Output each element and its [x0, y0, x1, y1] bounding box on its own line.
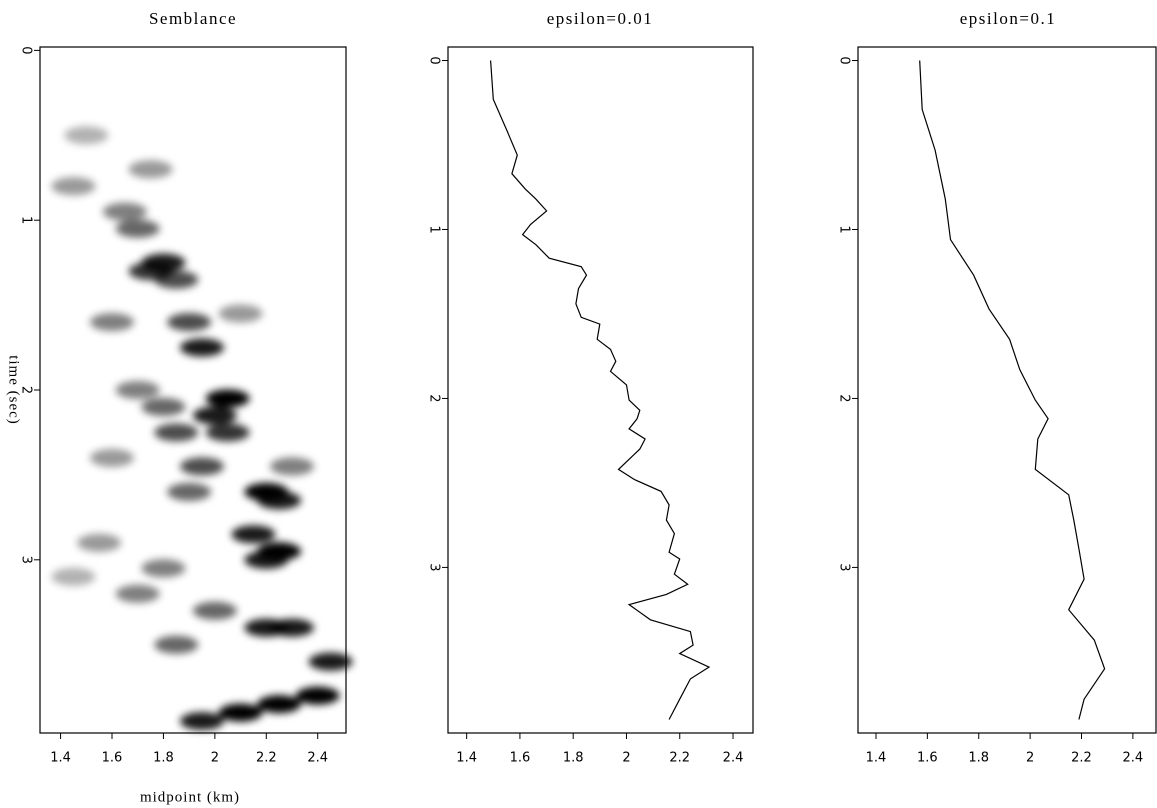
semblance-cell: [90, 448, 134, 467]
semblance-cell: [218, 304, 263, 323]
x-axis-label: midpoint (km): [140, 789, 240, 805]
panel: epsilon=0.01 1.4 1.6 1.8 2 2.2 2.4 0 1 2 3: [427, 9, 754, 766]
x-tick-label: 2: [1026, 751, 1034, 766]
x-tick-label: 2: [211, 751, 219, 766]
semblance-cell: [51, 177, 96, 196]
semblance-cell: [295, 686, 340, 705]
semblance-cell: [244, 550, 289, 569]
x-tick-label: 2.2: [669, 751, 690, 766]
panel: Semblance 1.4 1.6 1.8 2 2.2 2.4 0 1 2 3 midpoint (k…: [6, 9, 353, 805]
y-tick-label: 0: [837, 56, 852, 64]
x-tick-label: 1.6: [917, 751, 938, 766]
semblance-cell: [64, 126, 109, 145]
x-tick-label: 1.4: [866, 751, 887, 766]
y-tick-label: 3: [427, 563, 442, 571]
y-tick-label: 0: [19, 46, 34, 54]
x-tick-label: 1.8: [563, 751, 584, 766]
semblance-cell: [77, 533, 122, 552]
x-tick-label: 2.2: [256, 751, 277, 766]
velocity-curve: [490, 60, 711, 720]
panel-title: epsilon=0.1: [960, 9, 1056, 28]
semblance-cell: [51, 567, 96, 586]
semblance-cell: [257, 695, 302, 714]
semblance-cell: [180, 338, 224, 357]
semblance-cell: [205, 423, 250, 442]
x-tick-label: 2.2: [1071, 751, 1092, 766]
x-tick-label: 1.4: [50, 751, 71, 766]
semblance-cell: [154, 635, 199, 654]
semblance-cell: [270, 618, 314, 637]
semblance-cell: [205, 389, 250, 408]
x-tick-label: 1.4: [456, 751, 477, 766]
plot-frame: [857, 46, 1157, 734]
x-tick-label: 1.6: [102, 751, 123, 766]
x-tick-label: 2.4: [307, 751, 328, 766]
y-tick-label: 2: [19, 386, 34, 394]
x-tick-label: 2: [622, 751, 630, 766]
semblance-cell: [231, 525, 276, 544]
semblance-cell: [154, 270, 199, 289]
semblance-cell: [257, 491, 302, 510]
semblance-cell: [270, 457, 314, 476]
semblance-cell: [141, 397, 186, 416]
semblance-cell: [141, 559, 186, 578]
semblance-cell: [90, 313, 134, 332]
semblance-cell: [192, 406, 237, 425]
semblance-cell: [128, 160, 173, 179]
y-tick-label: 2: [837, 394, 852, 402]
y-tick-label: 1: [427, 225, 442, 233]
semblance-cell: [192, 601, 237, 620]
y-tick-label: 1: [19, 216, 34, 224]
x-tick-label: 1.8: [968, 751, 989, 766]
y-tick-label: 3: [19, 556, 34, 564]
plot-frame: [447, 46, 754, 734]
panel-title: Semblance: [149, 9, 237, 28]
semblance-cell: [115, 219, 160, 238]
semblance-cell: [154, 423, 199, 442]
panel: epsilon=0.1 1.4 1.6 1.8 2 2.2 2.4 0 1 2 3: [837, 9, 1157, 766]
x-tick-label: 2.4: [1123, 751, 1144, 766]
semblance-cell: [102, 202, 147, 221]
semblance-cell: [167, 482, 212, 501]
x-tick-label: 1.6: [510, 751, 531, 766]
semblance-cell: [180, 712, 224, 731]
x-tick-label: 2.4: [723, 751, 744, 766]
semblance-cell: [141, 253, 186, 272]
heatmap: [51, 126, 353, 731]
y-tick-label: 2: [427, 394, 442, 402]
semblance-cell: [308, 652, 353, 671]
semblance-cell: [218, 703, 263, 722]
semblance-cell: [115, 584, 160, 603]
y-tick-label: 0: [427, 56, 442, 64]
y-tick-label: 3: [837, 563, 852, 571]
x-tick-label: 1.8: [153, 751, 174, 766]
y-axis-label: time (sec): [6, 355, 22, 425]
semblance-cell: [167, 313, 212, 332]
semblance-cell: [115, 381, 160, 399]
semblance-cell: [180, 457, 224, 476]
velocity-curve: [919, 60, 1106, 720]
panel-title: epsilon=0.01: [547, 9, 653, 28]
y-tick-label: 1: [837, 225, 852, 233]
